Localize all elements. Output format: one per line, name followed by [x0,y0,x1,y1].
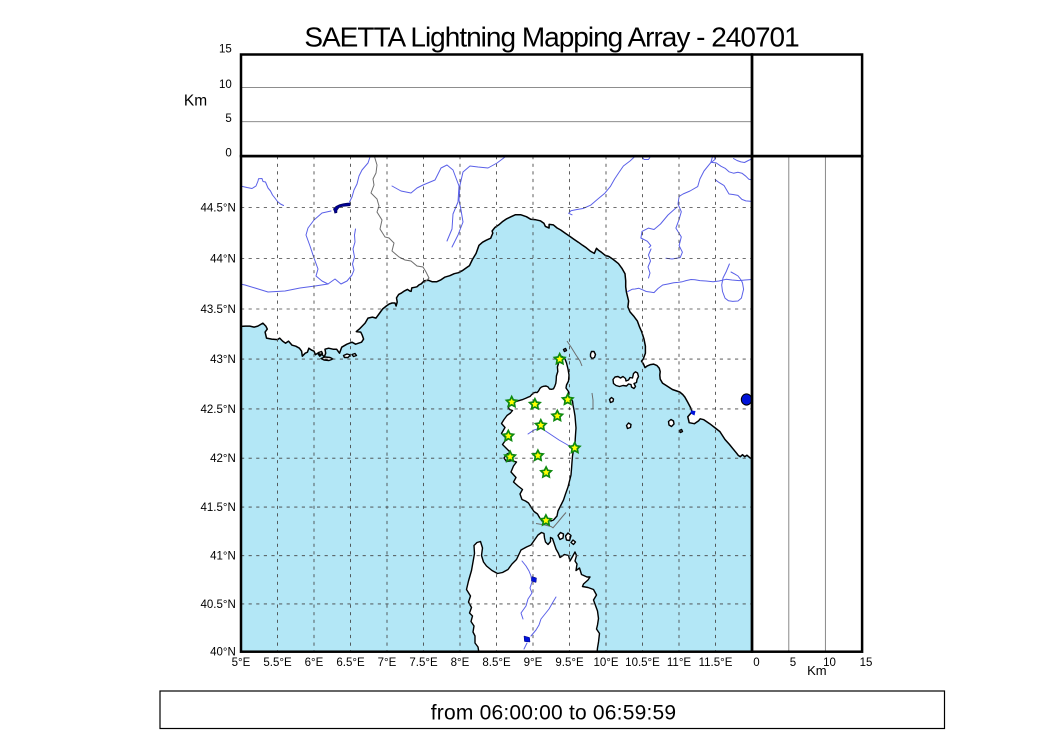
svg-text:40°N: 40°N [210,647,236,659]
svg-text:5: 5 [225,113,231,125]
svg-text:7°E: 7°E [378,657,397,669]
svg-text:43.5°N: 43.5°N [201,304,236,316]
svg-text:SAETTA Lightning Mapping Array: SAETTA Lightning Mapping Array - 240701 [304,22,799,53]
svg-text:from 06:00:00 to 06:59:59: from 06:00:00 to 06:59:59 [431,701,677,724]
svg-text:8.5°E: 8.5°E [482,657,511,669]
svg-text:6.5°E: 6.5°E [336,657,365,669]
svg-text:0: 0 [753,657,759,669]
svg-text:42.5°N: 42.5°N [201,404,236,416]
svg-text:44°N: 44°N [210,253,236,265]
svg-text:8°E: 8°E [451,657,470,669]
svg-text:6°E: 6°E [305,657,324,669]
svg-text:41.5°N: 41.5°N [201,502,236,514]
svg-text:42°N: 42°N [210,453,236,465]
svg-text:15: 15 [219,44,232,56]
svg-text:Km: Km [184,93,207,110]
svg-text:10: 10 [823,657,836,669]
svg-text:44.5°N: 44.5°N [201,202,236,214]
svg-text:41°N: 41°N [210,551,236,563]
svg-text:0: 0 [225,147,231,159]
svg-text:7.5°E: 7.5°E [409,657,438,669]
svg-text:9.5°E: 9.5°E [555,657,584,669]
svg-text:Km: Km [807,663,827,678]
svg-text:5.5°E: 5.5°E [263,657,292,669]
svg-text:15: 15 [860,657,873,669]
svg-text:43°N: 43°N [210,354,236,366]
svg-text:5°E: 5°E [232,657,251,669]
svg-text:10°E: 10°E [593,657,618,669]
svg-text:11.5°E: 11.5°E [699,657,733,669]
svg-text:11°E: 11°E [667,657,692,669]
svg-text:10: 10 [219,79,232,91]
svg-text:10.5°E: 10.5°E [625,657,660,669]
svg-text:5: 5 [790,657,796,669]
svg-text:9°E: 9°E [524,657,543,669]
svg-text:40.5°N: 40.5°N [201,599,236,611]
